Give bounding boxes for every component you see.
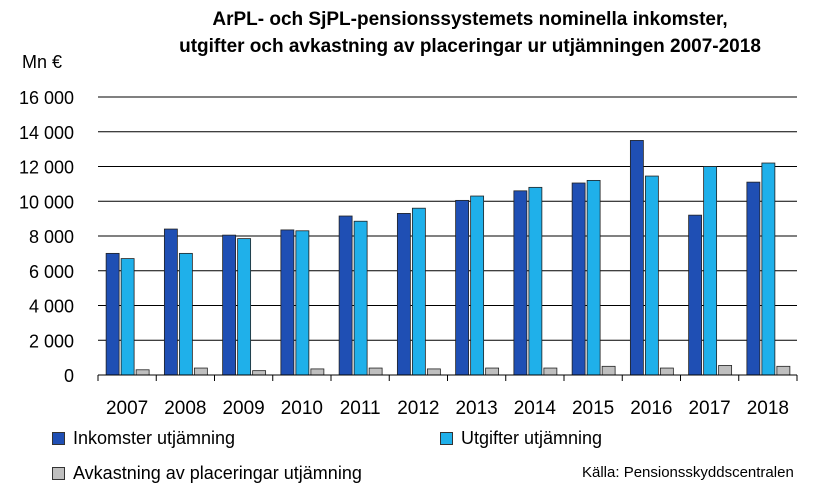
bar xyxy=(644,175,659,376)
y-tick-label: 4 000 xyxy=(29,297,74,317)
bar xyxy=(513,190,528,376)
x-tick-label: 2016 xyxy=(630,398,672,419)
y-tick-label: 14 000 xyxy=(19,123,74,143)
y-tick-label: 16 000 xyxy=(19,88,74,108)
legend-item-inkomster: Inkomster utjämning xyxy=(52,428,235,449)
bar xyxy=(485,367,500,376)
legend-swatch-inkomster xyxy=(52,432,65,445)
y-tick-label: 2 000 xyxy=(29,331,74,351)
x-tick-label: 2009 xyxy=(222,398,264,419)
bar xyxy=(237,238,252,376)
chart-title-line-1: ArPL- och SjPL-pensionssystemets nominel… xyxy=(212,9,728,30)
bar xyxy=(338,215,353,376)
bar xyxy=(120,258,135,376)
bar xyxy=(368,367,383,376)
bar xyxy=(396,213,411,376)
bar xyxy=(601,365,616,376)
x-tick-label: 2018 xyxy=(747,398,789,419)
legend-swatch-utgifter xyxy=(440,432,453,445)
y-tick-labels: 0 2 000 4 000 6 000 8 000 10 000 12 000 14 000 1… xyxy=(19,88,74,386)
x-tick-label: 2007 xyxy=(106,398,148,419)
legend-label-inkomster: Inkomster utjämning xyxy=(73,428,236,448)
x-tick-label: 2012 xyxy=(397,398,439,419)
y-tick-label: 10 000 xyxy=(19,192,74,212)
bar xyxy=(163,228,178,376)
bar xyxy=(659,367,674,376)
x-tick-label: 2014 xyxy=(514,398,557,419)
bar xyxy=(252,370,267,376)
chart-title: ArPL- och SjPL-pensionssystemets nominel… xyxy=(150,6,790,60)
bar xyxy=(455,199,470,376)
y-tick-label: 12 000 xyxy=(19,158,74,178)
bar xyxy=(703,166,718,376)
x-tick-labels: 2007 2008 2009 2010 2011 2012 2013 2014 2015 2016… xyxy=(106,398,789,419)
bar xyxy=(528,186,543,376)
legend-swatch-avkastning xyxy=(52,467,65,480)
legend-item-utgifter: Utgifter utjämning xyxy=(440,428,602,449)
y-tick-label: 8 000 xyxy=(29,227,74,247)
bar xyxy=(746,181,761,376)
gridlines xyxy=(98,96,797,341)
bar xyxy=(193,367,208,376)
bar xyxy=(411,207,426,376)
legend-label-avkastning: Avkastning av placeringar utjämning xyxy=(73,463,362,483)
bar xyxy=(470,195,485,376)
bar xyxy=(571,182,586,376)
bar xyxy=(776,365,791,376)
x-tick-label: 2017 xyxy=(688,398,730,419)
y-axis-unit-label: Mn € xyxy=(22,52,63,72)
bar xyxy=(353,220,368,376)
bar xyxy=(222,234,237,376)
bar xyxy=(543,367,558,376)
bar xyxy=(310,368,325,376)
source-note: Källa: Pensionsskyddscentralen xyxy=(582,464,794,481)
bar xyxy=(761,162,776,376)
chart-title-line-2: utgifter och avkastning av placeringar u… xyxy=(179,36,761,57)
bars xyxy=(105,140,791,376)
bar xyxy=(295,230,310,376)
bar xyxy=(688,214,703,376)
x-tick-label: 2010 xyxy=(281,398,323,419)
bar xyxy=(629,140,644,376)
y-tick-label: 0 xyxy=(64,366,74,386)
y-tick-label: 6 000 xyxy=(29,262,74,282)
bar xyxy=(426,368,441,376)
bar xyxy=(105,252,120,376)
bar xyxy=(280,229,295,376)
bar xyxy=(135,369,150,376)
x-tick-label: 2008 xyxy=(164,398,206,419)
legend-label-utgifter: Utgifter utjämning xyxy=(461,428,603,448)
bar xyxy=(718,365,733,376)
x-tick-label: 2013 xyxy=(455,398,497,419)
x-tick-label: 2011 xyxy=(340,398,381,419)
legend-item-avkastning: Avkastning av placeringar utjämning xyxy=(52,463,362,484)
axes xyxy=(97,374,798,381)
bar xyxy=(178,252,193,376)
x-tick-label: 2015 xyxy=(572,398,614,419)
bar xyxy=(586,179,601,376)
